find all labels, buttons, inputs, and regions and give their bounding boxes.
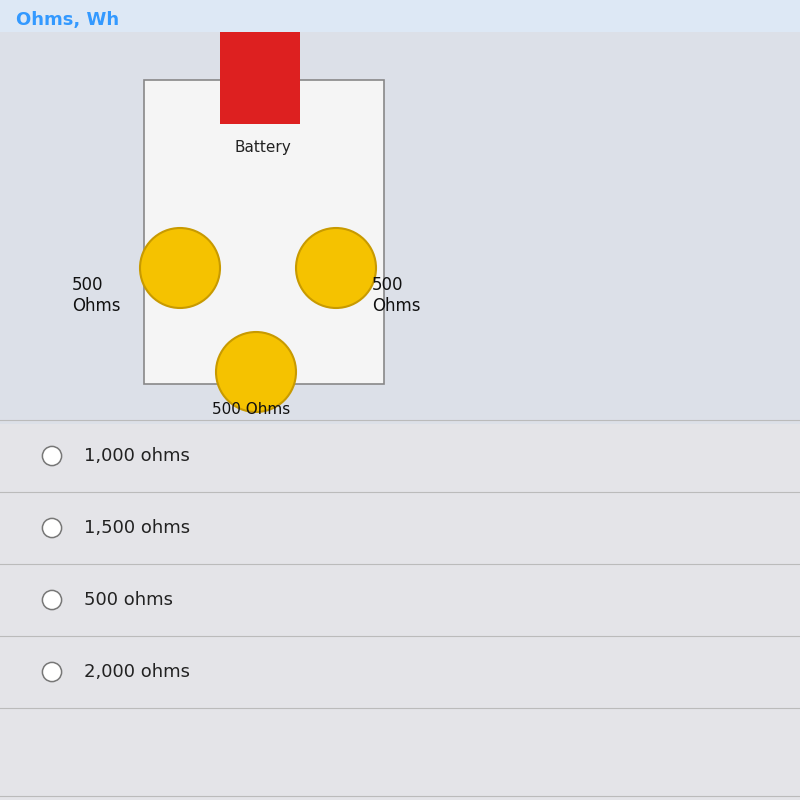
Bar: [144, 80, 384, 384]
Text: 2,000 ohms: 2,000 ohms: [84, 663, 190, 681]
Circle shape: [42, 446, 62, 466]
Circle shape: [42, 518, 62, 538]
Text: Ohms, Wh: Ohms, Wh: [16, 11, 119, 29]
Text: 500
Ohms: 500 Ohms: [372, 276, 421, 314]
Bar: [0, 32, 800, 424]
Bar: [0, 0, 800, 36]
Circle shape: [216, 332, 296, 412]
Text: 1,500 ohms: 1,500 ohms: [84, 519, 190, 537]
Bar: [220, 32, 300, 124]
Text: 500 Ohms: 500 Ohms: [212, 402, 290, 418]
Circle shape: [296, 228, 376, 308]
Text: Battery: Battery: [234, 140, 290, 155]
Text: 500
Ohms: 500 Ohms: [72, 276, 121, 314]
Text: 1,000 ohms: 1,000 ohms: [84, 447, 190, 465]
Text: 500 ohms: 500 ohms: [84, 591, 173, 609]
Circle shape: [42, 590, 62, 610]
Bar: [0, 424, 800, 800]
Circle shape: [140, 228, 220, 308]
Circle shape: [42, 662, 62, 682]
